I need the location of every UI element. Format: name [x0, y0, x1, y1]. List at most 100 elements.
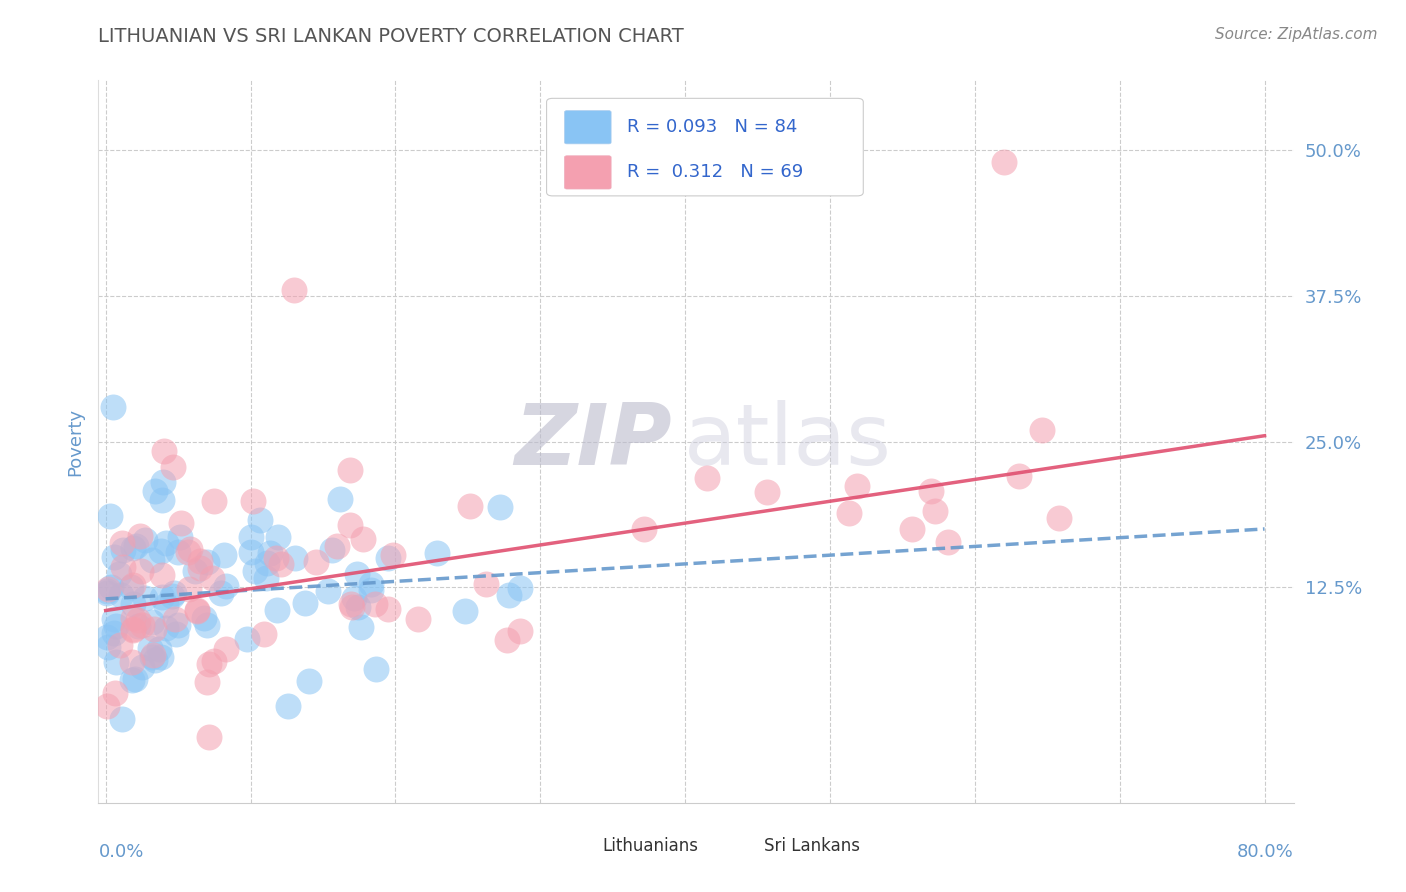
- Point: [131, 617, 153, 632]
- Text: Source: ZipAtlas.com: Source: ZipAtlas.com: [1215, 27, 1378, 42]
- Point: [277, 698, 299, 713]
- Point: [150, 492, 173, 507]
- Point: [141, 648, 163, 663]
- Point: [270, 557, 292, 571]
- Point: [239, 545, 262, 559]
- Point: [127, 613, 149, 627]
- Point: [121, 578, 143, 592]
- Point: [141, 649, 163, 664]
- Point: [195, 555, 218, 569]
- Point: [141, 615, 163, 630]
- Point: [149, 544, 172, 558]
- Point: [195, 674, 218, 689]
- Point: [204, 654, 226, 668]
- Point: [141, 553, 163, 567]
- Point: [377, 550, 399, 565]
- Point: [1047, 511, 1070, 525]
- Point: [249, 513, 271, 527]
- Point: [924, 504, 946, 518]
- Point: [139, 641, 162, 656]
- Point: [498, 588, 520, 602]
- Point: [186, 603, 208, 617]
- Point: [198, 657, 221, 671]
- Point: [188, 561, 211, 575]
- Point: [209, 586, 232, 600]
- Point: [242, 494, 264, 508]
- Point: [111, 536, 134, 550]
- Point: [131, 659, 153, 673]
- Point: [120, 581, 142, 595]
- Point: [377, 601, 399, 615]
- Point: [96, 630, 118, 644]
- Point: [122, 623, 145, 637]
- Text: 0.0%: 0.0%: [98, 843, 143, 861]
- Point: [107, 567, 129, 582]
- Point: [148, 642, 170, 657]
- Text: Sri Lankans: Sri Lankans: [763, 838, 860, 855]
- FancyBboxPatch shape: [565, 156, 612, 189]
- Point: [186, 604, 208, 618]
- Point: [460, 499, 482, 513]
- Point: [184, 564, 207, 578]
- Point: [204, 493, 226, 508]
- Point: [236, 632, 259, 646]
- Point: [160, 589, 183, 603]
- Point: [360, 576, 382, 591]
- Point: [316, 584, 339, 599]
- Point: [259, 546, 281, 560]
- Point: [150, 649, 173, 664]
- Point: [129, 564, 152, 578]
- Text: 80.0%: 80.0%: [1237, 843, 1294, 861]
- Point: [155, 621, 177, 635]
- Point: [936, 535, 959, 549]
- Point: [198, 731, 221, 745]
- Point: [283, 283, 305, 297]
- Point: [360, 583, 382, 598]
- Point: [339, 463, 361, 477]
- Point: [193, 611, 215, 625]
- Point: [122, 541, 145, 556]
- Point: [122, 597, 145, 611]
- Point: [352, 532, 374, 546]
- Point: [127, 619, 149, 633]
- Point: [188, 554, 211, 568]
- Point: [239, 530, 262, 544]
- Point: [121, 673, 143, 687]
- Point: [349, 620, 371, 634]
- Point: [195, 617, 218, 632]
- Point: [284, 551, 307, 566]
- Point: [143, 653, 166, 667]
- Point: [509, 581, 531, 595]
- Y-axis label: Poverty: Poverty: [66, 408, 84, 475]
- Point: [167, 618, 190, 632]
- Point: [901, 522, 924, 536]
- Point: [166, 544, 188, 558]
- Text: LITHUANIAN VS SRI LANKAN POVERTY CORRELATION CHART: LITHUANIAN VS SRI LANKAN POVERTY CORRELA…: [98, 27, 685, 45]
- Point: [346, 566, 368, 581]
- Point: [101, 400, 124, 414]
- Point: [475, 577, 498, 591]
- Point: [339, 517, 361, 532]
- Text: Lithuanians: Lithuanians: [603, 838, 699, 855]
- Point: [155, 599, 177, 613]
- Point: [121, 655, 143, 669]
- Point: [696, 471, 718, 485]
- Point: [1031, 423, 1053, 437]
- Point: [112, 560, 135, 574]
- Point: [129, 529, 152, 543]
- Point: [382, 548, 405, 562]
- Point: [122, 623, 145, 637]
- Point: [105, 619, 128, 633]
- Point: [201, 571, 224, 585]
- Text: ZIP: ZIP: [515, 400, 672, 483]
- Point: [340, 598, 363, 612]
- Point: [364, 662, 387, 676]
- Point: [103, 625, 125, 640]
- FancyBboxPatch shape: [565, 111, 612, 144]
- Point: [1007, 469, 1029, 483]
- Point: [111, 712, 134, 726]
- Point: [169, 530, 191, 544]
- Point: [256, 556, 278, 570]
- Point: [633, 522, 655, 536]
- Text: atlas: atlas: [685, 400, 891, 483]
